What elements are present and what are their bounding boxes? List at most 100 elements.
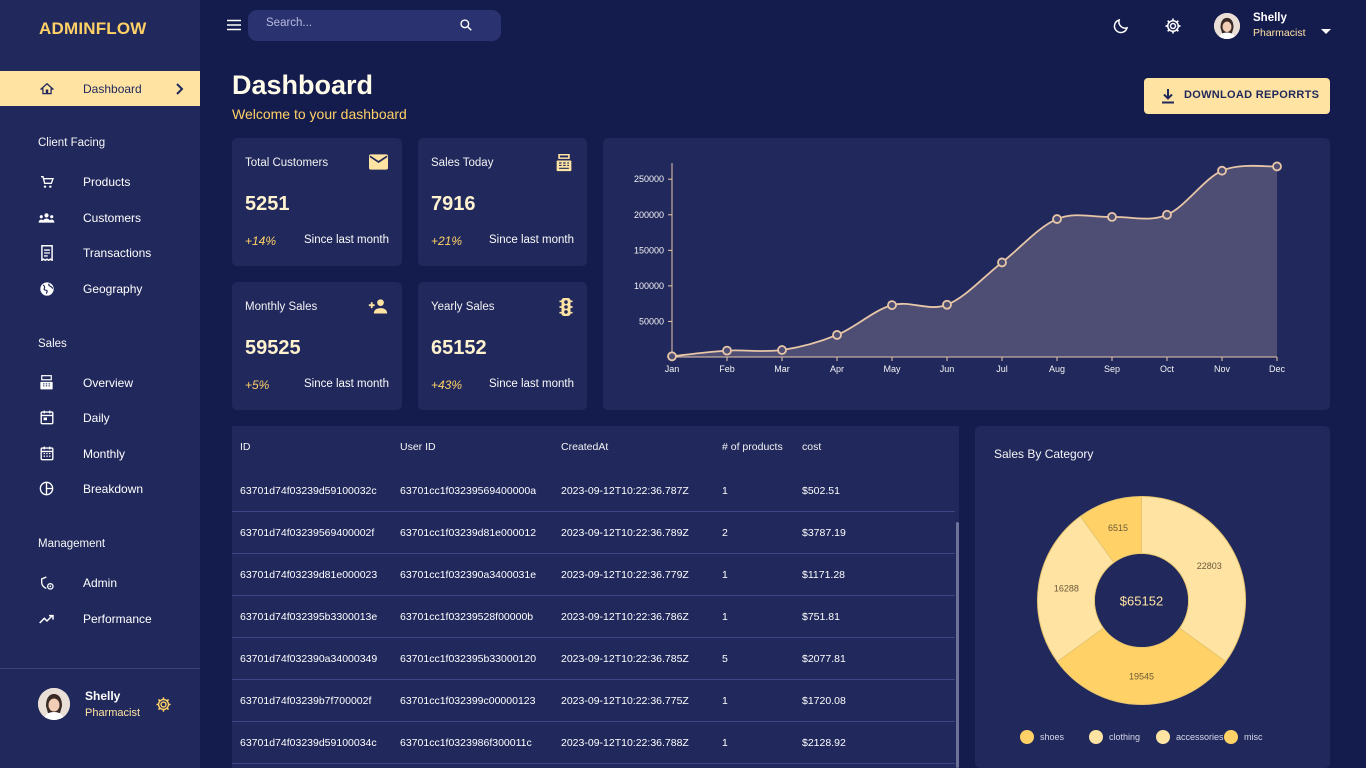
data-point[interactable] (1052, 214, 1062, 224)
pie-chart-icon (38, 480, 55, 497)
sidebar-item-label: Performance (83, 611, 152, 626)
sidebar-item-overview[interactable]: Overview (0, 365, 200, 400)
legend-dot (1020, 730, 1034, 744)
avatar (1214, 13, 1240, 39)
sidebar-item-transactions[interactable]: Transactions (0, 235, 200, 270)
sidebar: ADMINFLOW Dashboard Client Facing Produc… (0, 0, 200, 768)
stat-increase: +43% (431, 378, 463, 392)
settings-icon[interactable] (155, 696, 172, 718)
data-point[interactable] (997, 257, 1007, 268)
sidebar-item-label: Dashboard (83, 81, 142, 96)
cell-user-id: 63701cc1f03239569400000a (400, 485, 537, 497)
sidebar-item-admin[interactable]: Admin (0, 565, 200, 600)
data-point[interactable] (1272, 161, 1282, 172)
stat-since: Since last month (488, 378, 574, 390)
column-header-products[interactable]: # of products (722, 441, 783, 453)
user-menu[interactable]: Shelly Pharmacist (1214, 11, 1334, 43)
sidebar-item-monthly[interactable]: Monthly (0, 436, 200, 471)
x-tick-label: May (883, 364, 901, 374)
chart-area-fill (672, 165, 1277, 357)
cell-id: 63701d74f03239569400002f (240, 527, 375, 539)
stat-since: Since last month (488, 234, 574, 246)
table-row[interactable]: 63701d74f03239d59100034c 63701cc1f0323986… (232, 722, 955, 764)
cell-user-id: 63701cc1f032390a3400031e (400, 569, 537, 581)
search-icon[interactable] (459, 18, 473, 37)
sidebar-item-dashboard[interactable]: Dashboard (0, 71, 200, 106)
data-point[interactable] (887, 300, 897, 310)
data-point[interactable] (667, 351, 677, 362)
stat-card-yearly-sales: Yearly Sales 65152 +43% Since last month (418, 282, 587, 410)
data-point[interactable] (1217, 165, 1227, 176)
sidebar-item-customers[interactable]: Customers (0, 200, 200, 235)
legend-item-accessories[interactable]: accessories (1156, 730, 1224, 744)
calendar-today-icon (38, 409, 55, 426)
cell-products: 5 (722, 653, 728, 665)
stat-increase: +5% (245, 378, 270, 392)
legend-dot (1224, 730, 1238, 744)
sidebar-item-performance[interactable]: Performance (0, 601, 200, 636)
data-point[interactable] (942, 299, 952, 310)
sidebar-item-daily[interactable]: Daily (0, 400, 200, 435)
column-header-id[interactable]: ID (240, 441, 251, 453)
cell-user-id: 63701cc1f03239528f00000b (400, 611, 534, 623)
pie-slice-shoes[interactable] (1141, 495, 1246, 663)
stat-title: Monthly Sales (245, 301, 318, 313)
table-row[interactable]: 63701d74f032395b3300013e 63701cc1f0323952… (232, 596, 955, 638)
sidebar-divider (0, 668, 200, 669)
cell-products: 1 (722, 737, 728, 749)
data-point[interactable] (722, 345, 732, 356)
sidebar-item-geography[interactable]: Geography (0, 271, 200, 306)
legend-label: clothing (1109, 732, 1141, 742)
data-point[interactable] (832, 330, 842, 340)
search-input[interactable] (266, 17, 446, 29)
column-header-cost[interactable]: cost (802, 441, 822, 453)
download-reports-button[interactable]: DOWNLOAD REPORRTS (1144, 78, 1330, 114)
sidebar-item-label: Geography (83, 281, 143, 296)
table-scrollbar[interactable] (956, 522, 959, 768)
cell-id: 63701d74f03239d59100034c (240, 737, 377, 749)
legend-item-clothing[interactable]: clothing (1089, 730, 1140, 744)
avatar[interactable] (38, 688, 70, 720)
user-name: Shelly (1253, 12, 1287, 24)
table-row[interactable]: 63701d74f03239569400002f 63701cc1f03239d8… (232, 512, 955, 554)
stat-increase: +14% (245, 234, 277, 248)
table-row[interactable]: 63701d74f03239d81e000023 63701cc1f032390a… (232, 554, 955, 596)
data-point[interactable] (1107, 212, 1117, 222)
sidebar-item-label: Daily (83, 410, 110, 425)
table-row[interactable]: 63701d74f03239b7f700002f 63701cc1f032399c… (232, 680, 955, 722)
table-row[interactable]: 63701d74f032390a34000349 63701cc1f032395b… (232, 638, 955, 680)
sidebar-item-label: Monthly (83, 446, 126, 461)
page-title: Dashboard (232, 70, 374, 100)
sidebar-user: Shelly Pharmacist (0, 686, 200, 726)
settings-icon[interactable] (1164, 17, 1182, 40)
pie-slice-clothing[interactable] (1037, 515, 1115, 663)
menu-icon[interactable] (227, 18, 241, 36)
column-header-created-at[interactable]: CreatedAt (561, 441, 609, 453)
stat-value: 65152 (431, 337, 487, 359)
x-tick-label: Sep (1104, 364, 1120, 374)
sidebar-item-breakdown[interactable]: Breakdown (0, 471, 200, 506)
globe-icon (38, 280, 55, 297)
cell-user-id: 63701cc1f03239d81e000012 (400, 527, 537, 539)
sidebar-item-label: Customers (83, 210, 142, 225)
dark-mode-icon[interactable] (1112, 17, 1130, 40)
section-client-facing: Client Facing (38, 137, 106, 149)
brand-logo[interactable]: ADMINFLOW (39, 19, 147, 38)
donut-hole (1095, 554, 1188, 647)
pie-slice-label: 16288 (1054, 584, 1079, 594)
pie-slice-accessories[interactable] (1056, 627, 1227, 705)
email-icon (369, 154, 388, 175)
column-header-user-id[interactable]: User ID (400, 441, 436, 453)
legend-item-shoes[interactable]: shoes (1020, 730, 1064, 744)
legend-item-misc[interactable]: misc (1224, 730, 1263, 744)
data-point[interactable] (777, 345, 787, 355)
cell-cost: $2077.81 (802, 653, 846, 665)
legend-label: accessories (1176, 732, 1224, 742)
data-point[interactable] (1162, 209, 1172, 220)
shopping-cart-icon (38, 173, 55, 190)
cell-created-at: 2023-09-12T10:22:36.789Z (561, 527, 689, 539)
table-row[interactable]: 63701d74f03239d59100032c 63701cc1f0323956… (232, 470, 955, 512)
stat-value: 7916 (431, 193, 476, 215)
sidebar-item-products[interactable]: Products (0, 164, 200, 199)
cell-cost: $1171.28 (802, 569, 846, 581)
